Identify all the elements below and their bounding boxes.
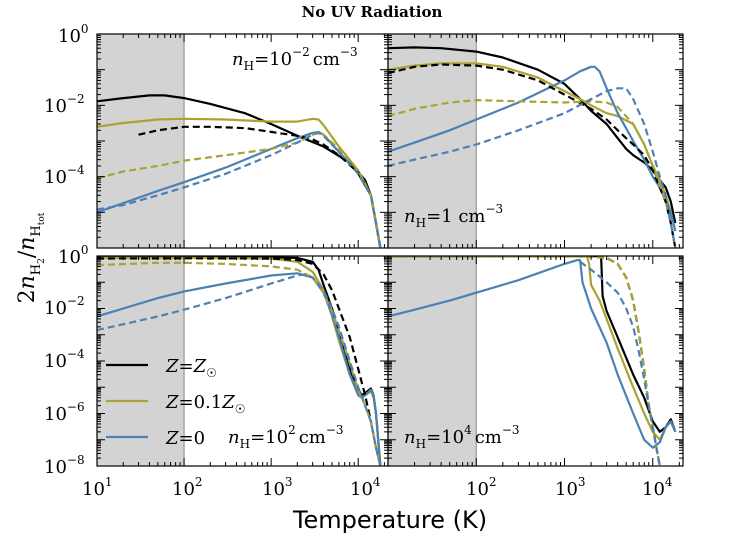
series-line-dashed bbox=[388, 87, 677, 248]
shaded-region bbox=[97, 256, 185, 466]
x-tick-label: 101 bbox=[82, 475, 113, 500]
legend-label-z-sun: Z=Z☉ bbox=[165, 356, 217, 380]
series-line-solid bbox=[388, 259, 677, 449]
series-line-dashed bbox=[388, 99, 677, 248]
x-tick-label: 104 bbox=[642, 475, 673, 500]
y-tick-label: 10−2 bbox=[44, 92, 85, 117]
series-line-dashed bbox=[579, 260, 661, 466]
y-tick-label: 10−4 bbox=[44, 163, 85, 188]
series-group bbox=[97, 256, 382, 466]
y-axis-label: 2nH2/nHtot bbox=[15, 212, 47, 303]
legend-label-z-0: Z=0 bbox=[165, 428, 205, 449]
annotation-top-left: nH=10−2 cm−3 bbox=[232, 45, 358, 73]
series-line-dashed bbox=[97, 131, 382, 248]
panels bbox=[96, 33, 684, 467]
annotation-bottom-right: nH=104 cm−3 bbox=[404, 423, 520, 451]
annotation-bottom-left: nH=102 cm−3 bbox=[228, 423, 344, 451]
svg-text:2nH2/nHtot: 2nH2/nHtot bbox=[15, 212, 47, 303]
legend-label-z-01: Z=0.1Z☉ bbox=[165, 392, 246, 416]
y-tick-label: 10−4 bbox=[44, 347, 85, 372]
y-tick-label: 100 bbox=[58, 22, 89, 47]
y-tick-label: 10−2 bbox=[44, 294, 85, 319]
shaded-region bbox=[97, 34, 185, 248]
series-line-dashed bbox=[97, 273, 382, 466]
legend: Z=Z☉ Z=0.1Z☉ Z=0 bbox=[106, 356, 246, 449]
panel-bottom-left bbox=[96, 255, 389, 467]
y-tick-label: 100 bbox=[58, 243, 89, 268]
x-tick-label: 104 bbox=[350, 475, 381, 500]
x-tick-label: 103 bbox=[262, 475, 293, 500]
x-tick-label: 102 bbox=[172, 475, 203, 500]
panel-bottom-right bbox=[387, 255, 684, 467]
shaded-region bbox=[388, 256, 477, 466]
series-group bbox=[388, 46, 677, 248]
y-tick-labels-bottom: 100 10−2 10−4 10−6 10−8 bbox=[44, 243, 89, 478]
chart-title: No UV Radiation bbox=[302, 3, 443, 21]
panel-top-right bbox=[387, 33, 684, 249]
series-line-dashed bbox=[388, 63, 677, 248]
annotation-top-right: nH=1 cm−3 bbox=[404, 202, 503, 230]
series-line-solid bbox=[97, 272, 382, 466]
series-line-dashed bbox=[97, 257, 382, 466]
x-tick-label: 102 bbox=[466, 475, 497, 500]
x-tick-label: 103 bbox=[555, 475, 586, 500]
x-axis-label: Temperature (K) bbox=[292, 506, 487, 534]
series-group bbox=[97, 94, 382, 248]
y-tick-label: 10−6 bbox=[44, 400, 85, 425]
series-line-dashed bbox=[97, 261, 382, 466]
y-tick-label: 10−8 bbox=[44, 453, 85, 478]
x-tick-labels: 101 102 103 104 102 103 104 bbox=[82, 475, 673, 500]
y-tick-labels-top: 100 10−2 10−4 bbox=[44, 22, 89, 188]
